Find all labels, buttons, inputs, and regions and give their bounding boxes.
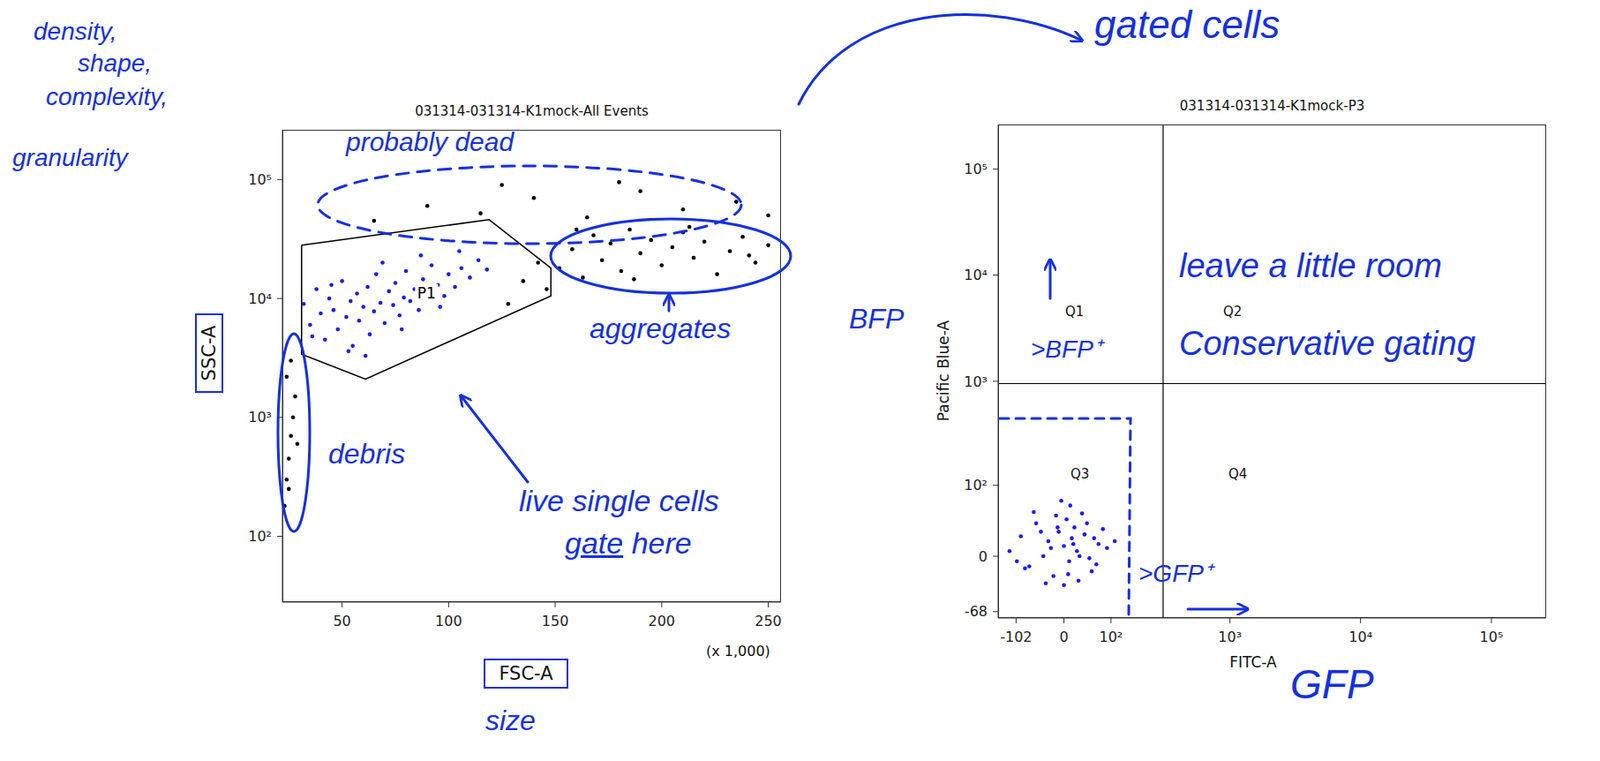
svg-text:10⁴: 10⁴ — [247, 290, 272, 308]
svg-text:50: 50 — [332, 612, 351, 630]
html-text:031314-031314-K1mock-All Event: 031314-031314-K1mock-All Events — [414, 103, 649, 120]
svg-text:-68: -68 — [964, 602, 988, 620]
html-text:FITC-A: FITC-A — [1229, 653, 1277, 671]
html-text:gate here: gate here — [564, 525, 692, 560]
html-text:Conservative gating: Conservative gating — [1179, 324, 1476, 362]
svg-text:200: 200 — [648, 612, 677, 630]
svg-text:10²: 10² — [1098, 628, 1123, 646]
svg-text:10⁵: 10⁵ — [963, 160, 988, 178]
svg-text:10⁴: 10⁴ — [963, 266, 988, 284]
svg-text:10⁵: 10⁵ — [247, 171, 272, 188]
svg-text:10³: 10³ — [247, 408, 272, 426]
svg-text:10²: 10² — [963, 476, 988, 494]
html-text:shape,: shape, — [77, 49, 152, 77]
svg-text:10⁵: 10⁵ — [1479, 628, 1504, 646]
html-text:Q4: Q4 — [1228, 465, 1248, 482]
html-text:complexity,: complexity, — [45, 82, 168, 111]
svg-text:250: 250 — [754, 612, 782, 630]
html-text:Q3: Q3 — [1070, 465, 1090, 482]
html-text:density,: density, — [33, 17, 117, 46]
svg-text:10³: 10³ — [1217, 628, 1242, 646]
html-text:FSC-A: FSC-A — [498, 662, 553, 684]
svg-text:-102: -102 — [999, 628, 1032, 646]
html-text:(x 1,000): (x 1,000) — [706, 642, 771, 660]
html-text:size: size — [485, 704, 536, 737]
html-text:gated cells: gated cells — [1094, 2, 1280, 46]
html-text:leave a little room: leave a little room — [1179, 247, 1442, 285]
svg-text:10³: 10³ — [963, 373, 988, 391]
svg-text:10²: 10² — [247, 527, 272, 545]
html-text:granularity: granularity — [12, 143, 128, 172]
svg-text:150: 150 — [541, 612, 570, 630]
svg-text:10⁴: 10⁴ — [1348, 628, 1373, 646]
html-text:Pacific Blue-A: Pacific Blue-A — [934, 320, 953, 422]
html-text:aggregates: aggregates — [589, 312, 731, 345]
html-text:debris: debris — [328, 437, 406, 470]
html-text:probably dead: probably dead — [345, 127, 514, 157]
html-text:BFP: BFP — [848, 302, 904, 335]
html-text:Q2: Q2 — [1223, 303, 1243, 320]
html-text:>GFP⁺: >GFP⁺ — [1138, 559, 1212, 587]
html-text:>BFP⁺: >BFP⁺ — [1030, 335, 1102, 363]
html-text:Q1: Q1 — [1065, 303, 1085, 320]
html-text:SSC-A: SSC-A — [198, 325, 220, 381]
svg-text:P1: P1 — [417, 284, 436, 302]
html-text:031314-031314-K1mock-P3: 031314-031314-K1mock-P3 — [1179, 97, 1365, 114]
svg-text:100: 100 — [435, 612, 463, 630]
html-text:GFP: GFP — [1290, 661, 1374, 707]
svg-text:0: 0 — [978, 548, 988, 565]
svg-text:0: 0 — [1059, 628, 1068, 646]
html-text:live single cells: live single cells — [518, 483, 720, 518]
